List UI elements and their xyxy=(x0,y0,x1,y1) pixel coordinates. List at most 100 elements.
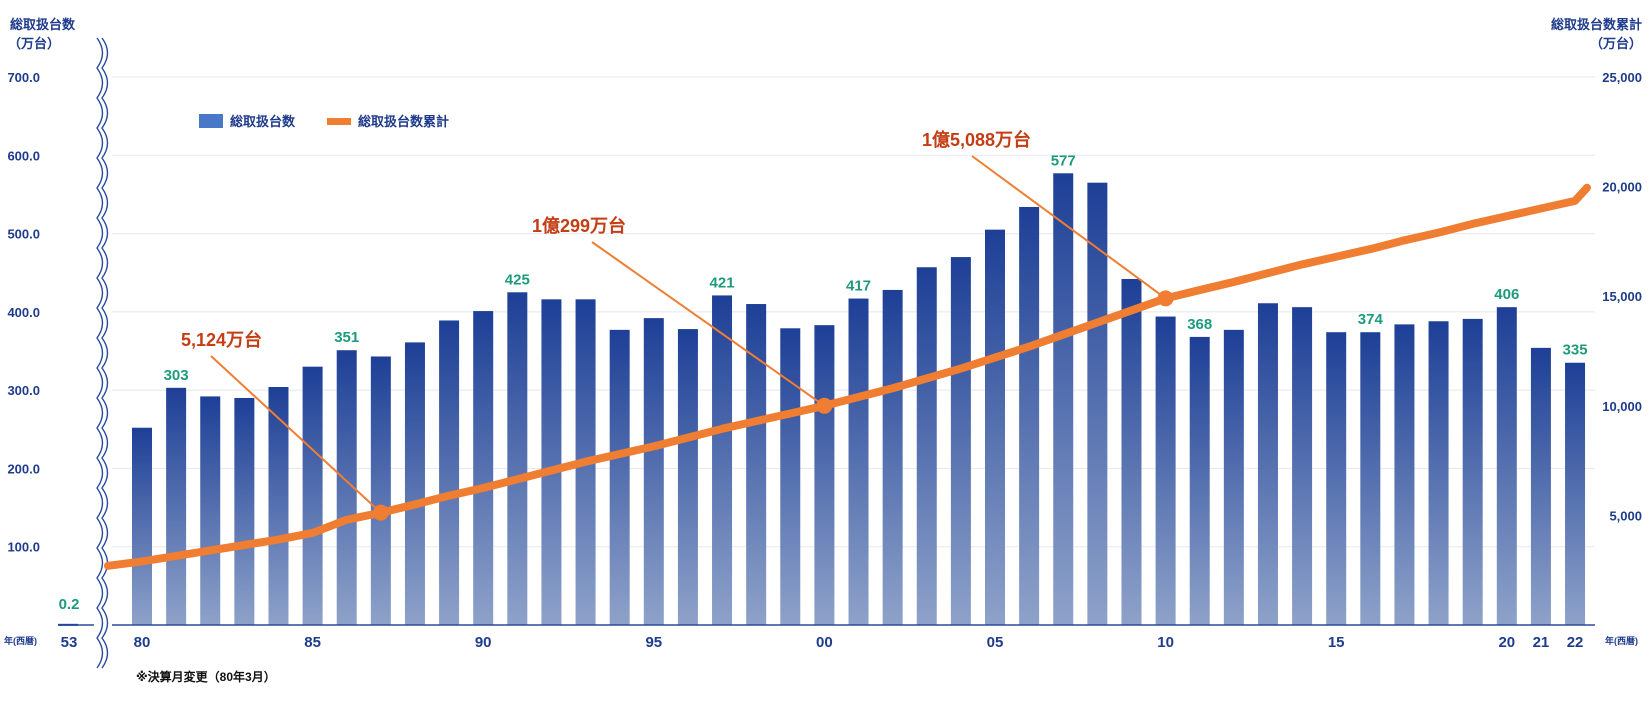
bar xyxy=(1087,182,1108,625)
bar xyxy=(200,396,221,625)
bar xyxy=(609,329,630,625)
bars xyxy=(58,173,1586,626)
bar-value-label: 421 xyxy=(710,274,735,291)
bar-value-label: 425 xyxy=(505,271,530,288)
callout-marker xyxy=(372,504,389,521)
bar xyxy=(814,325,835,625)
bar xyxy=(916,267,937,625)
bar xyxy=(1462,318,1483,625)
callout-leader-line xyxy=(210,355,382,514)
left-axis-tick-label: 600.0 xyxy=(7,148,40,163)
left-axis-unit: （万台） xyxy=(8,36,60,51)
callout-label: 1億5,088万台 xyxy=(922,129,1031,150)
footnote: ※決算月変更（80年3月） xyxy=(136,669,276,684)
cumulative-series-line xyxy=(104,183,1591,570)
legend: 総取扱台数 総取扱台数累計 xyxy=(199,114,449,129)
labels: 100.0 200.0 300.0 400.0 500.0 600.0 700.0 5,000… xyxy=(7,70,1642,651)
callout-leader-line xyxy=(591,241,825,407)
right-axis-tick-label: 25,000 xyxy=(1602,70,1642,85)
axis-break-line xyxy=(96,37,104,669)
bar xyxy=(780,328,801,625)
x-tick-label: 10 xyxy=(1157,634,1174,651)
bar-value-label: 368 xyxy=(1187,316,1212,333)
bar xyxy=(1019,206,1040,625)
bar xyxy=(882,289,903,625)
right-axis-tick-label: 15,000 xyxy=(1602,289,1642,304)
left-axis-tick-label: 100.0 xyxy=(7,540,40,555)
right-axis-unit: （万台） xyxy=(1590,36,1642,51)
bar-value-label: 417 xyxy=(846,278,871,295)
x-tick-label: 15 xyxy=(1328,634,1345,651)
bar-value-label: 351 xyxy=(334,329,359,346)
callout-label: 5,124万台 xyxy=(181,329,262,350)
bar xyxy=(1053,173,1074,625)
bar xyxy=(268,387,289,625)
bar xyxy=(336,350,357,625)
x-tick-label: 21 xyxy=(1533,634,1550,651)
x-tick-label: 20 xyxy=(1498,634,1515,651)
bar-value-label: 0.2 xyxy=(59,596,80,613)
left-axis-tick-label: 400.0 xyxy=(7,305,40,320)
x-tick-label: 95 xyxy=(645,634,662,651)
x-tick-label: 22 xyxy=(1567,634,1584,651)
callout-marker xyxy=(1157,290,1174,307)
x-tick-label: 85 xyxy=(304,634,321,651)
callout-label: 1億299万台 xyxy=(532,215,626,236)
bar xyxy=(370,356,391,625)
bar xyxy=(1189,336,1210,625)
bar xyxy=(234,397,255,625)
left-axis-tick-label: 700.0 xyxy=(7,70,40,85)
x-tick-label: 05 xyxy=(987,634,1004,651)
bar xyxy=(950,257,971,625)
bar xyxy=(1155,316,1176,625)
left-axis-tick-label: 200.0 xyxy=(7,461,40,476)
x-tick-label: 53 xyxy=(61,634,78,651)
bar xyxy=(132,427,152,625)
bar xyxy=(302,366,323,625)
bar xyxy=(439,320,460,625)
right-axis-tick-label: 20,000 xyxy=(1602,180,1642,195)
x-tick-label: 80 xyxy=(134,634,151,651)
cumulative-line xyxy=(104,183,1591,570)
bar xyxy=(1292,307,1313,625)
bar xyxy=(712,295,733,625)
bar xyxy=(1257,303,1278,625)
bar-value-label: 335 xyxy=(1563,342,1588,359)
bar xyxy=(1223,329,1244,625)
bar xyxy=(166,387,187,625)
x-tick-label: 00 xyxy=(816,634,833,651)
left-axis-title: 総取扱台数 xyxy=(10,17,76,32)
bar-value-label: 374 xyxy=(1358,311,1384,328)
bar xyxy=(541,299,562,625)
x-axis-unit-right: 年(西暦) xyxy=(1605,635,1638,646)
legend-line-label: 総取扱台数累計 xyxy=(358,114,449,129)
bar xyxy=(746,304,767,625)
bar xyxy=(404,342,425,625)
bar xyxy=(985,229,1005,625)
left-axis-tick-label: 500.0 xyxy=(7,227,40,242)
legend-line-swatch xyxy=(327,118,351,125)
axis-break-marker xyxy=(94,37,112,669)
right-axis-title: 総取扱台数累計 xyxy=(1551,17,1642,32)
callouts: 5,124万台 1億299万台 1億5,088万台 xyxy=(181,129,1174,521)
bar xyxy=(677,329,698,625)
bar xyxy=(507,292,528,625)
bar xyxy=(1121,278,1142,625)
x-axis-unit-left: 年(西暦) xyxy=(4,635,37,646)
bar xyxy=(1360,332,1381,625)
bar-value-label: 577 xyxy=(1051,152,1076,169)
callout-leader-line xyxy=(971,155,1167,300)
callout-marker xyxy=(816,397,833,414)
bar xyxy=(643,318,664,625)
x-tick-label: 90 xyxy=(475,634,492,651)
bar xyxy=(1394,324,1415,625)
left-axis-tick-label: 300.0 xyxy=(7,383,40,398)
bar xyxy=(1428,321,1449,625)
bar xyxy=(1496,307,1517,625)
right-axis-tick-label: 5,000 xyxy=(1609,508,1642,523)
legend-bar-label: 総取扱台数 xyxy=(230,114,296,129)
bar xyxy=(1530,347,1551,625)
bar xyxy=(848,298,869,625)
